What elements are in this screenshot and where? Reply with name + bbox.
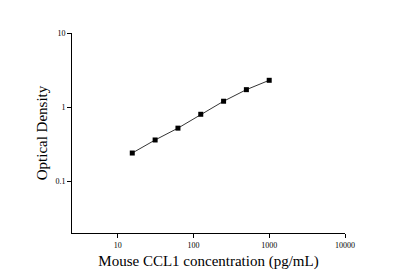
svg-text:1: 1 [61, 103, 65, 112]
svg-text:Mouse CCL1 concentration (pg/m: Mouse CCL1 concentration (pg/mL) [98, 253, 318, 270]
svg-text:1000: 1000 [261, 241, 277, 250]
svg-text:0.1: 0.1 [55, 177, 65, 186]
svg-text:Optical Density: Optical Density [34, 85, 50, 180]
svg-text:100: 100 [187, 241, 199, 250]
svg-text:10000: 10000 [335, 241, 355, 250]
svg-text:10: 10 [114, 241, 122, 250]
svg-text:10: 10 [57, 29, 65, 38]
